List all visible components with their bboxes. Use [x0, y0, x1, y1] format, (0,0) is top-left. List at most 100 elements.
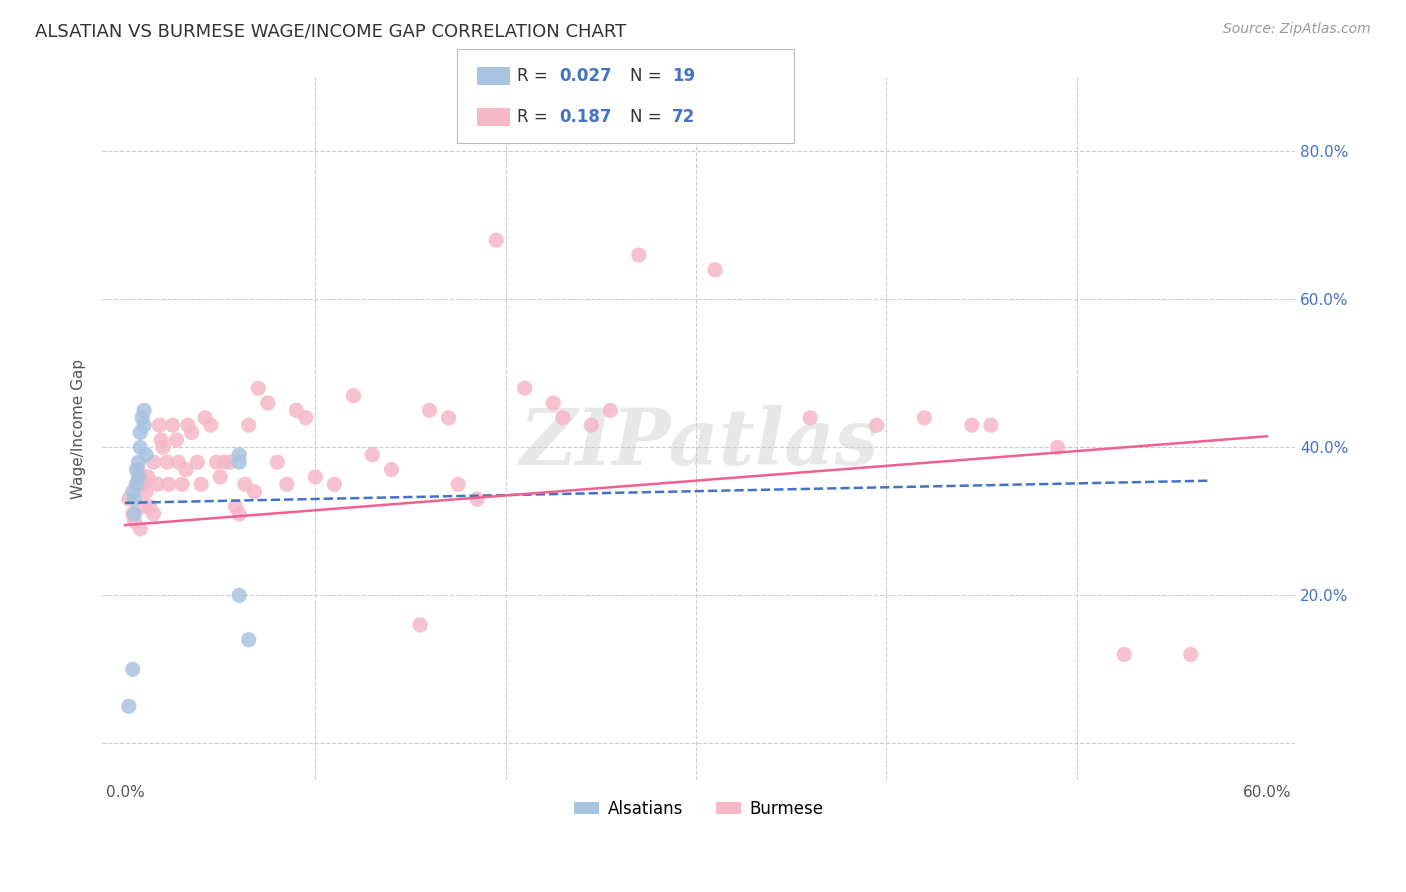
Point: [150, 433, 173, 447]
Point: [127, 455, 149, 469]
Point: [960, 418, 983, 433]
Text: N =: N =: [630, 67, 666, 85]
Point: [186, 455, 208, 469]
Point: [513, 381, 536, 395]
Point: [162, 418, 184, 433]
Point: [127, 470, 149, 484]
Text: 72: 72: [672, 108, 696, 126]
Point: [142, 507, 165, 521]
Point: [541, 396, 564, 410]
Point: [132, 403, 155, 417]
Point: [121, 662, 143, 676]
Point: [266, 455, 288, 469]
Text: R =: R =: [517, 108, 554, 126]
Point: [172, 477, 194, 491]
Point: [152, 441, 174, 455]
Point: [228, 455, 250, 469]
Point: [135, 448, 157, 462]
Text: 0.187: 0.187: [560, 108, 612, 126]
Point: [132, 500, 155, 514]
Point: [156, 455, 179, 469]
Point: [256, 396, 278, 410]
Point: [380, 462, 402, 476]
Point: [124, 507, 146, 521]
Point: [125, 477, 148, 491]
Point: [129, 441, 152, 455]
Point: [180, 425, 202, 440]
Point: [194, 410, 217, 425]
Point: [124, 492, 146, 507]
Point: [129, 425, 152, 440]
Point: [167, 455, 190, 469]
Point: [118, 492, 141, 507]
Text: 19: 19: [672, 67, 695, 85]
Point: [139, 500, 162, 514]
Point: [599, 403, 621, 417]
Point: [136, 470, 159, 484]
Point: [132, 418, 155, 433]
Point: [131, 410, 153, 425]
Point: [121, 507, 143, 521]
Point: [146, 477, 169, 491]
Point: [627, 248, 650, 262]
Point: [419, 403, 441, 417]
Point: [323, 477, 346, 491]
Point: [157, 477, 180, 491]
Point: [218, 455, 240, 469]
Legend: Alsatians, Burmese: Alsatians, Burmese: [568, 793, 830, 825]
Point: [361, 448, 384, 462]
Point: [121, 484, 143, 499]
Point: [243, 484, 266, 499]
Point: [135, 484, 157, 499]
Point: [200, 418, 222, 433]
Point: [212, 455, 235, 469]
Point: [276, 477, 298, 491]
Point: [124, 514, 146, 528]
Point: [912, 410, 935, 425]
Y-axis label: Wage/Income Gap: Wage/Income Gap: [72, 359, 86, 499]
Text: ALSATIAN VS BURMESE WAGE/INCOME GAP CORRELATION CHART: ALSATIAN VS BURMESE WAGE/INCOME GAP CORR…: [35, 22, 627, 40]
Point: [447, 477, 470, 491]
Text: ZIPatlas: ZIPatlas: [519, 405, 879, 481]
Point: [131, 477, 153, 491]
Point: [409, 618, 432, 632]
Point: [1114, 648, 1136, 662]
Point: [1180, 648, 1202, 662]
Point: [342, 388, 364, 402]
Point: [295, 410, 318, 425]
Point: [129, 470, 152, 484]
Point: [118, 699, 141, 714]
Point: [228, 588, 250, 602]
Point: [127, 462, 149, 476]
Point: [148, 418, 170, 433]
Point: [581, 418, 603, 433]
Text: N =: N =: [630, 108, 666, 126]
Point: [866, 418, 889, 433]
Text: R =: R =: [517, 67, 554, 85]
Point: [142, 455, 165, 469]
Point: [125, 462, 148, 476]
Point: [228, 507, 250, 521]
Point: [238, 632, 260, 647]
Point: [437, 410, 460, 425]
Point: [704, 262, 727, 277]
Point: [125, 477, 148, 491]
Point: [177, 418, 200, 433]
Point: [129, 522, 152, 536]
Point: [238, 418, 260, 433]
Point: [247, 381, 270, 395]
Point: [551, 410, 574, 425]
Point: [304, 470, 326, 484]
Text: Source: ZipAtlas.com: Source: ZipAtlas.com: [1223, 22, 1371, 37]
Point: [190, 477, 212, 491]
Point: [209, 470, 232, 484]
Point: [174, 462, 197, 476]
Point: [980, 418, 1002, 433]
Point: [799, 410, 821, 425]
Point: [285, 403, 308, 417]
Point: [224, 500, 246, 514]
Point: [165, 433, 187, 447]
Text: 0.027: 0.027: [560, 67, 612, 85]
Point: [205, 455, 228, 469]
Point: [228, 448, 250, 462]
